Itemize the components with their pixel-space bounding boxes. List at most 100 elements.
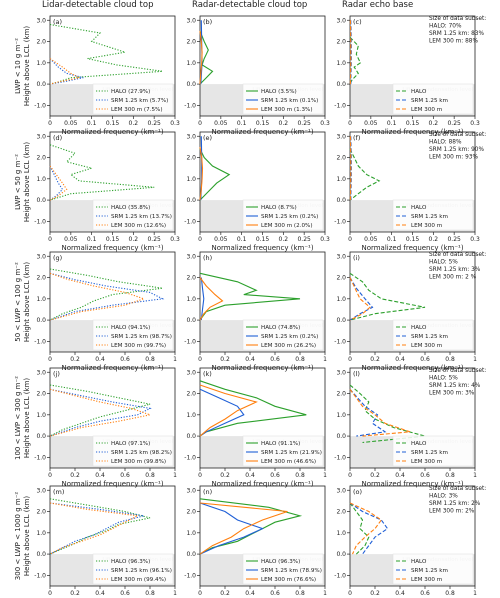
y-tick-label: 0.0 bbox=[186, 197, 196, 204]
subset-info: Size of data subset: bbox=[429, 252, 486, 258]
series-line-lem bbox=[49, 388, 153, 437]
y-tick-label: -1.0 bbox=[34, 338, 46, 345]
x-axis-label: Normalized frequency (km⁻¹) bbox=[361, 244, 463, 252]
plot-frame bbox=[199, 485, 326, 587]
x-tick-label: 0.1 bbox=[387, 120, 397, 127]
series-line-srm bbox=[199, 502, 264, 555]
x-tick-label: 0.6 bbox=[120, 356, 130, 363]
legend-entry: LEM 300 m (99.7%) bbox=[111, 343, 166, 349]
column-title: Radar echo base bbox=[342, 0, 413, 10]
legend-entry: SRM 1.25 km (13.7%) bbox=[111, 214, 172, 220]
legend-box bbox=[392, 553, 474, 585]
subset-info: SRM 1.25 km: 90% bbox=[429, 147, 484, 153]
x-tick-label: 0.1 bbox=[387, 236, 397, 243]
y-tick-label: 3.0 bbox=[336, 369, 346, 376]
series-line-lem bbox=[49, 502, 140, 555]
x-tick-label: 0.2 bbox=[129, 236, 139, 243]
subset-info: Size of data subset: bbox=[429, 368, 486, 374]
x-tick-label: 0.2 bbox=[429, 236, 439, 243]
x-tick-label: 0.2 bbox=[70, 472, 80, 479]
y-tick-label: 1.0 bbox=[36, 176, 46, 183]
legend-entry: SRM 1.25 km (0.2%) bbox=[261, 214, 318, 220]
legend-entry: LEM 300 m bbox=[411, 459, 442, 465]
x-tick-label: 0.3 bbox=[470, 120, 480, 127]
y-tick-label: 3.0 bbox=[186, 133, 196, 140]
series-line-srm bbox=[349, 277, 374, 321]
y-tick-label: -1.0 bbox=[184, 218, 196, 225]
row-lwp-label: LWP < 50 g m⁻² bbox=[14, 154, 22, 210]
y-tick-label: 1.0 bbox=[336, 296, 346, 303]
x-tick-label: 0.2 bbox=[129, 120, 139, 127]
x-tick-label: 0.8 bbox=[145, 590, 155, 597]
x-tick-label: 0.8 bbox=[145, 356, 155, 363]
x-tick-label: 0.4 bbox=[245, 472, 255, 479]
legend-box bbox=[92, 435, 174, 467]
legend-entry: HALO (74.8%) bbox=[261, 325, 300, 331]
x-tick-label: 0.6 bbox=[120, 472, 130, 479]
legend-box bbox=[392, 199, 474, 231]
x-tick-label: 1 bbox=[323, 472, 327, 479]
subset-info: SRM 1.25 km: 4% bbox=[429, 383, 481, 389]
y-tick-label: 2.0 bbox=[336, 509, 346, 516]
legend-box bbox=[92, 553, 174, 585]
legend-entry: HALO bbox=[411, 325, 427, 331]
legend-entry: LEM 300 m bbox=[411, 223, 442, 229]
x-tick-label: 0 bbox=[348, 236, 352, 243]
y-tick-label: 3.0 bbox=[336, 133, 346, 140]
x-tick-label: 0.05 bbox=[214, 236, 228, 243]
legend-entry: LEM 300 m (2.0%) bbox=[261, 223, 313, 229]
y-tick-label: 1.0 bbox=[36, 530, 46, 537]
subset-info: Size of data subset: bbox=[429, 16, 486, 22]
legend-entry: LEM 300 m bbox=[411, 343, 442, 349]
series-line-halo bbox=[199, 148, 231, 201]
x-axis-label: Normalized frequency (km⁻¹) bbox=[361, 480, 463, 488]
y-tick-label: 0.0 bbox=[186, 433, 196, 440]
x-tick-label: 1 bbox=[173, 472, 177, 479]
x-tick-label: 0 bbox=[348, 590, 352, 597]
y-tick-label: 1.0 bbox=[36, 60, 46, 67]
x-tick-label: 0.6 bbox=[270, 472, 280, 479]
y-tick-label: -1.0 bbox=[334, 454, 346, 461]
x-tick-label: 0.6 bbox=[420, 356, 430, 363]
y-tick-label: -1.0 bbox=[184, 102, 196, 109]
subset-info: HALO: 88% bbox=[429, 140, 462, 146]
row-lwp-label: 300 < LWP < 1000 g m⁻² bbox=[14, 492, 22, 581]
x-tick-label: 0 bbox=[198, 120, 202, 127]
x-tick-label: 0.15 bbox=[256, 120, 270, 127]
panel-label: (n) bbox=[203, 488, 212, 496]
x-tick-label: 0.3 bbox=[170, 120, 180, 127]
legend-entry: SRM 1.25 km bbox=[411, 214, 448, 220]
y-tick-label: 0.0 bbox=[336, 551, 346, 558]
legend-entry: LEM 300 m (46.6%) bbox=[261, 459, 316, 465]
x-tick-label: 0.25 bbox=[147, 120, 161, 127]
legend-entry: SRM 1.25 km (98.7%) bbox=[111, 334, 172, 340]
x-tick-label: 1 bbox=[473, 356, 477, 363]
y-tick-label: 2.0 bbox=[186, 155, 196, 162]
y-tick-label: 3.0 bbox=[36, 253, 46, 260]
y-tick-label: 0.0 bbox=[186, 81, 196, 88]
y-tick-label: 2.0 bbox=[336, 275, 346, 282]
series-line-halo bbox=[199, 30, 214, 85]
y-tick-label: 0.0 bbox=[336, 433, 346, 440]
series-line-lem bbox=[199, 502, 288, 555]
legend-entry: SRM 1.25 km (0.1%) bbox=[261, 98, 318, 104]
legend-entry: LEM 300 m (1.3%) bbox=[261, 107, 313, 113]
x-tick-label: 0.3 bbox=[470, 236, 480, 243]
y-tick-label: 1.0 bbox=[186, 60, 196, 67]
y-tick-label: 2.0 bbox=[336, 155, 346, 162]
legend-entry: SRM 1.25 km bbox=[411, 98, 448, 104]
x-tick-label: 0.3 bbox=[170, 236, 180, 243]
x-tick-label: 0.15 bbox=[406, 236, 420, 243]
y-tick-label: -1.0 bbox=[334, 338, 346, 345]
panel-label: (j) bbox=[53, 370, 60, 378]
legend-box bbox=[392, 319, 474, 351]
y-tick-label: 0.0 bbox=[36, 317, 46, 324]
x-tick-label: 0.05 bbox=[214, 120, 228, 127]
subset-info: LEM 300 m: 88% bbox=[429, 39, 478, 45]
panel-label: (l) bbox=[353, 370, 360, 378]
y-tick-label: 3.0 bbox=[36, 369, 46, 376]
series-line-halo bbox=[349, 502, 370, 555]
x-tick-label: 0.05 bbox=[64, 120, 78, 127]
x-tick-label: 0.05 bbox=[364, 120, 378, 127]
